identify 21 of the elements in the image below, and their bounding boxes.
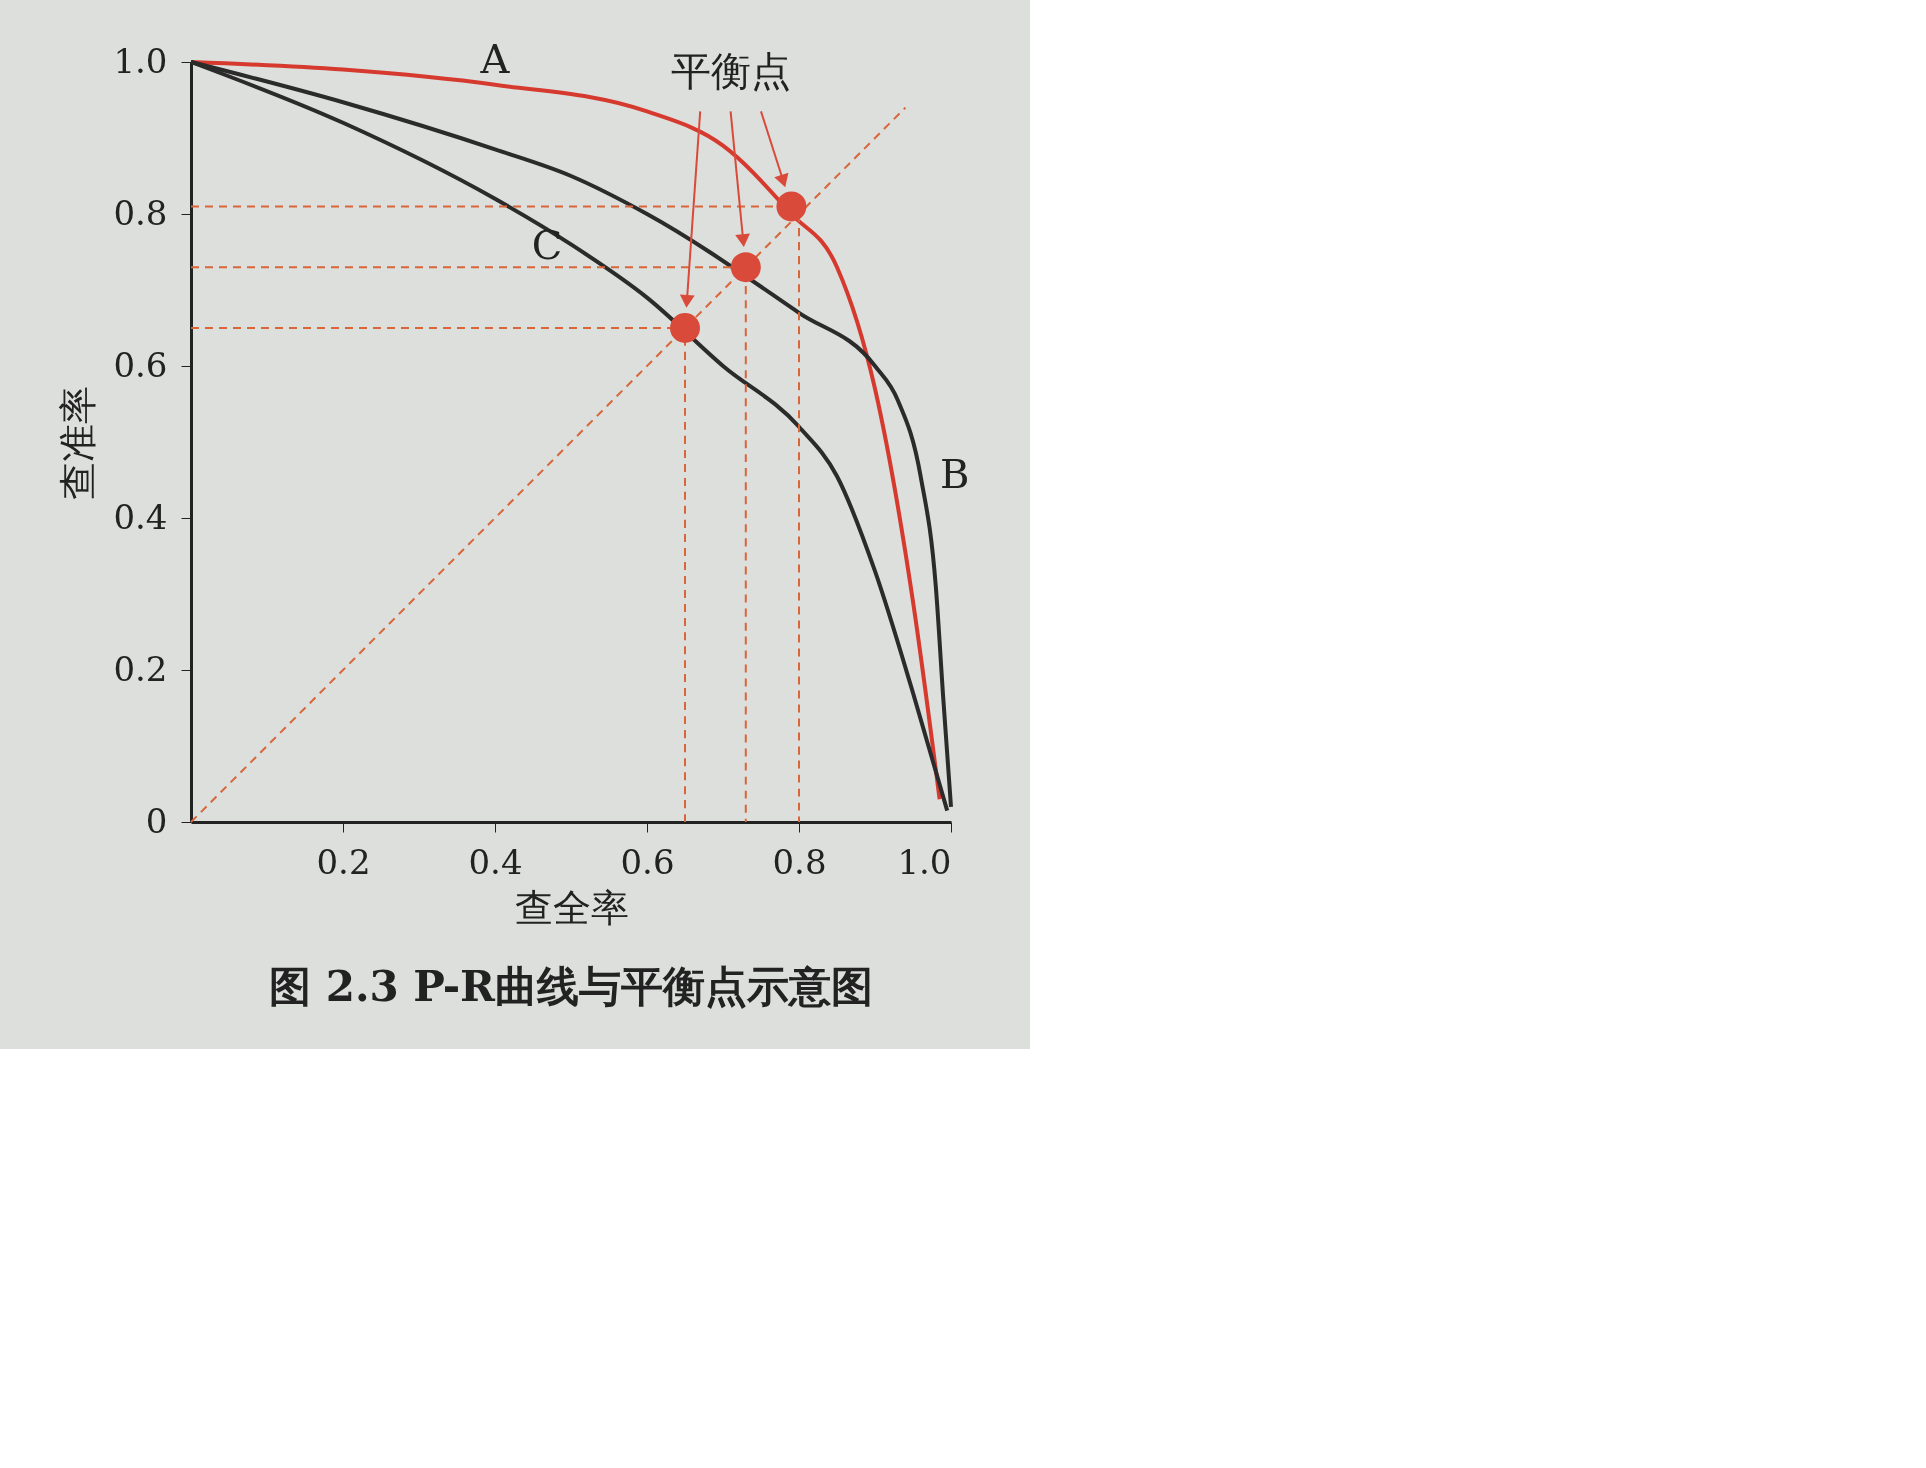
x-tick-label: 0.6	[620, 841, 675, 882]
y-tick-label: 0.4	[113, 496, 168, 537]
series-label: A	[479, 35, 511, 82]
series-label: B	[939, 451, 970, 498]
y-tick-label: 1.0	[113, 40, 168, 81]
x-tick-label: 0.8	[772, 841, 827, 882]
x-tick-label: 1.0	[897, 841, 952, 882]
point	[670, 313, 700, 343]
y-axis-title: 查准率	[56, 385, 101, 500]
annotation: 平衡点	[670, 48, 791, 95]
x-axis-title: 查全率	[514, 885, 629, 930]
x-tick-label: 0.4	[468, 841, 523, 882]
text: 图 2.3 P-R曲线与平衡点示意图	[269, 962, 873, 1011]
y-tick-label: 0.8	[113, 192, 168, 233]
x-tick-label: 0.2	[316, 841, 371, 882]
y-tick-label: 0	[145, 800, 168, 841]
series-label: C	[531, 221, 563, 268]
point	[776, 191, 807, 222]
point	[730, 252, 761, 283]
y-tick-label: 0.6	[113, 344, 168, 385]
y-tick-label: 0.2	[113, 648, 168, 689]
